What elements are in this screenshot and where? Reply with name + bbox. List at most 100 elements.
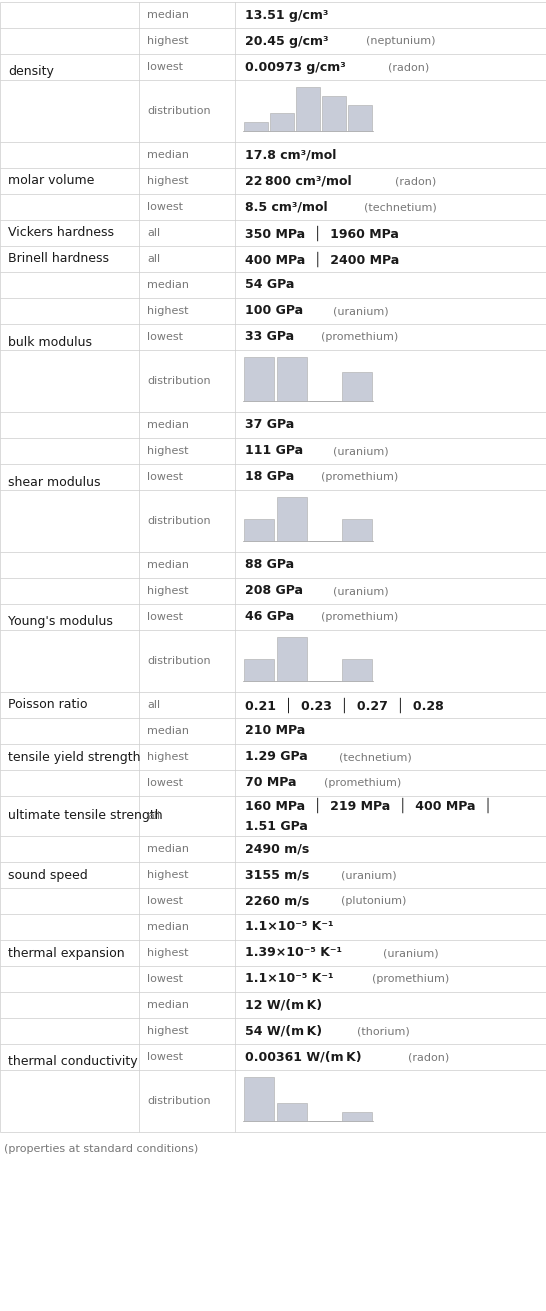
Text: 88 GPa: 88 GPa (245, 558, 294, 572)
Text: thermal conductivity: thermal conductivity (8, 1055, 138, 1068)
Text: 1.29 GPa: 1.29 GPa (245, 750, 307, 763)
Text: Vickers hardness: Vickers hardness (8, 227, 114, 240)
Text: median: median (147, 281, 189, 290)
Text: lowest: lowest (147, 974, 183, 985)
Text: molar volume: molar volume (8, 174, 94, 187)
Text: highest: highest (147, 1027, 189, 1036)
Text: (thorium): (thorium) (351, 1027, 410, 1036)
Text: highest: highest (147, 176, 189, 186)
Text: 160 MPa  │  219 MPa  │  400 MPa  │: 160 MPa │ 219 MPa │ 400 MPa │ (245, 797, 491, 813)
Text: all: all (147, 254, 161, 264)
Text: 0.00973 g/cm³: 0.00973 g/cm³ (245, 60, 346, 73)
Text: (technetium): (technetium) (332, 753, 412, 762)
Text: all: all (147, 700, 161, 711)
Text: 1.1×10⁻⁵ K⁻¹: 1.1×10⁻⁵ K⁻¹ (245, 973, 333, 986)
Text: 54 GPa: 54 GPa (245, 278, 294, 291)
Text: distribution: distribution (147, 656, 211, 666)
Bar (342, 659, 372, 680)
Text: 111 GPa: 111 GPa (245, 444, 303, 458)
Text: 100 GPa: 100 GPa (245, 304, 303, 317)
Text: 20.45 g/cm³: 20.45 g/cm³ (245, 34, 328, 47)
Text: median: median (147, 922, 189, 932)
Text: 37 GPa: 37 GPa (245, 418, 294, 431)
Text: 70 MPa: 70 MPa (245, 776, 296, 789)
Text: distribution: distribution (147, 106, 211, 115)
Text: 46 GPa: 46 GPa (245, 611, 294, 624)
Text: thermal expansion: thermal expansion (8, 947, 124, 960)
Text: distribution: distribution (147, 517, 211, 526)
Text: (uranium): (uranium) (334, 871, 396, 880)
Bar (244, 519, 274, 541)
Text: 400 MPa  │  2400 MPa: 400 MPa │ 2400 MPa (245, 252, 399, 266)
Text: highest: highest (147, 586, 189, 597)
Text: shear modulus: shear modulus (8, 476, 100, 489)
Text: (promethium): (promethium) (314, 332, 399, 342)
Text: median: median (147, 149, 189, 160)
Text: median: median (147, 10, 189, 20)
Text: lowest: lowest (147, 1051, 183, 1062)
Text: Poisson ratio: Poisson ratio (8, 699, 87, 712)
Text: (plutonium): (plutonium) (334, 895, 406, 906)
Text: (uranium): (uranium) (376, 948, 438, 958)
Text: median: median (147, 1000, 189, 1009)
Text: highest: highest (147, 35, 189, 46)
Text: lowest: lowest (147, 472, 183, 482)
Text: (uranium): (uranium) (326, 305, 388, 316)
Text: all: all (147, 812, 161, 821)
Bar (296, 88, 320, 131)
Text: (promethium): (promethium) (314, 472, 399, 482)
Text: 33 GPa: 33 GPa (245, 330, 294, 343)
Text: distribution: distribution (147, 376, 211, 385)
Text: 208 GPa: 208 GPa (245, 585, 303, 598)
Text: (radon): (radon) (381, 62, 429, 72)
Text: (properties at standard conditions): (properties at standard conditions) (4, 1145, 198, 1154)
Bar (322, 96, 346, 131)
Text: 17.8 cm³/mol: 17.8 cm³/mol (245, 148, 336, 161)
Text: median: median (147, 726, 189, 735)
Bar (277, 637, 307, 680)
Text: 18 GPa: 18 GPa (245, 471, 294, 484)
Text: 12 W/(m K): 12 W/(m K) (245, 999, 322, 1012)
Text: tensile yield strength: tensile yield strength (8, 750, 140, 763)
Bar (277, 1104, 307, 1121)
Text: Young's modulus: Young's modulus (8, 615, 113, 628)
Bar (342, 372, 372, 401)
Bar (244, 659, 274, 680)
Text: 2260 m/s: 2260 m/s (245, 894, 309, 907)
Text: (neptunium): (neptunium) (359, 35, 435, 46)
Text: median: median (147, 420, 189, 430)
Bar (244, 358, 274, 401)
Text: 13.51 g/cm³: 13.51 g/cm³ (245, 8, 328, 21)
Text: highest: highest (147, 305, 189, 316)
Text: 1.1×10⁻⁵ K⁻¹: 1.1×10⁻⁵ K⁻¹ (245, 920, 333, 933)
Text: distribution: distribution (147, 1096, 211, 1106)
Bar (277, 497, 307, 541)
Text: 350 MPa  │  1960 MPa: 350 MPa │ 1960 MPa (245, 225, 399, 241)
Text: median: median (147, 560, 189, 570)
Text: median: median (147, 844, 189, 853)
Text: lowest: lowest (147, 332, 183, 342)
Text: 0.00361 W/(m K): 0.00361 W/(m K) (245, 1050, 361, 1063)
Text: 3155 m/s: 3155 m/s (245, 868, 309, 881)
Text: lowest: lowest (147, 62, 183, 72)
Text: highest: highest (147, 871, 189, 880)
Text: (promethium): (promethium) (314, 612, 399, 621)
Text: all: all (147, 228, 161, 239)
Text: highest: highest (147, 948, 189, 958)
Bar (270, 114, 294, 131)
Text: 1.39×10⁻⁵ K⁻¹: 1.39×10⁻⁵ K⁻¹ (245, 947, 342, 960)
Text: lowest: lowest (147, 777, 183, 788)
Bar (342, 519, 372, 541)
Text: lowest: lowest (147, 612, 183, 621)
Bar (348, 105, 372, 131)
Text: lowest: lowest (147, 895, 183, 906)
Text: (uranium): (uranium) (326, 446, 388, 456)
Text: highest: highest (147, 753, 189, 762)
Bar (244, 1078, 274, 1121)
Text: sound speed: sound speed (8, 868, 88, 881)
Text: 2490 m/s: 2490 m/s (245, 843, 309, 856)
Bar (277, 358, 307, 401)
Text: ultimate tensile strength: ultimate tensile strength (8, 809, 163, 822)
Text: (radon): (radon) (388, 176, 437, 186)
Bar (342, 1112, 372, 1121)
